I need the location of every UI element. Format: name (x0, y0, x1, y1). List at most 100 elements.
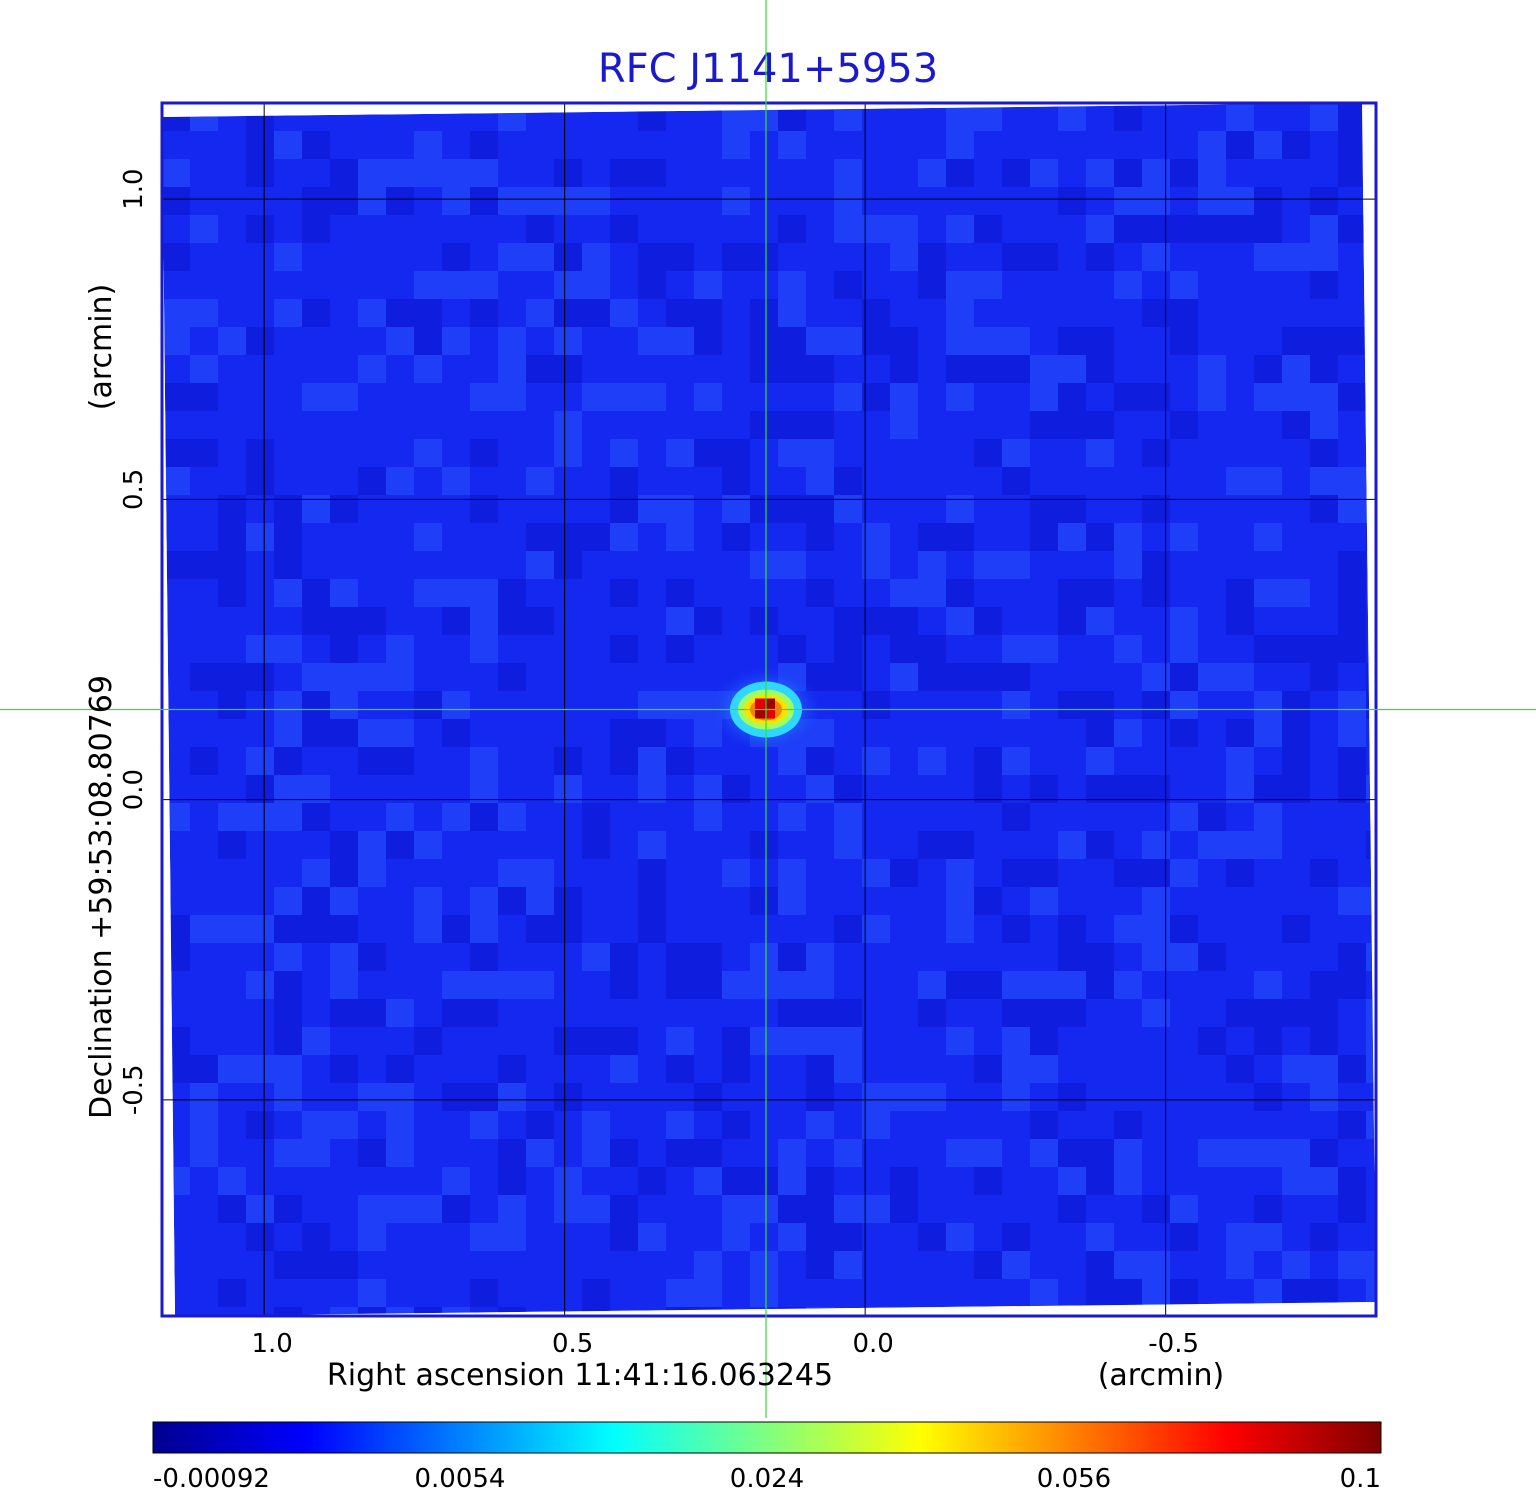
noise-cell (302, 1223, 330, 1251)
noise-cell (1058, 327, 1086, 355)
noise-cell (246, 215, 274, 243)
noise-cell (274, 243, 302, 271)
y-axis-unit: (arcmin) (84, 284, 119, 411)
noise-cell (890, 383, 918, 411)
noise-cell (778, 551, 806, 579)
noise-cell (722, 523, 750, 551)
noise-cell (778, 971, 806, 999)
noise-cell (722, 1055, 750, 1083)
noise-cell (554, 271, 582, 299)
noise-cell (1338, 635, 1366, 663)
noise-cell (722, 243, 750, 271)
noise-cell (498, 579, 526, 607)
noise-cell (806, 579, 834, 607)
noise-cell (246, 663, 274, 691)
noise-cell (1002, 747, 1030, 775)
noise-cell (442, 719, 470, 747)
noise-cell (778, 1223, 806, 1251)
noise-cell (778, 1027, 806, 1055)
noise-cell (890, 663, 918, 691)
noise-cell (162, 187, 190, 215)
crosshair (0, 0, 1536, 1418)
noise-cell (666, 579, 694, 607)
noise-cell (610, 719, 638, 747)
noise-cell (218, 1167, 246, 1195)
noise-cell (918, 1083, 946, 1111)
noise-cell (1030, 1111, 1058, 1139)
noise-cell (190, 1139, 218, 1167)
noise-cell (638, 1223, 666, 1251)
noise-cell (1226, 1055, 1254, 1083)
noise-cell (1086, 943, 1114, 971)
noise-cell (302, 887, 330, 915)
noise-cell (162, 327, 190, 355)
noise-cell (750, 1167, 778, 1195)
noise-cell (1086, 1139, 1114, 1167)
noise-cell (666, 971, 694, 999)
noise-cell (1254, 803, 1282, 831)
noise-cell (414, 523, 442, 551)
noise-cell (806, 327, 834, 355)
noise-cell (274, 971, 302, 999)
noise-cell (470, 383, 498, 411)
noise-cell (274, 523, 302, 551)
noise-cell (358, 187, 386, 215)
noise-cell (918, 999, 946, 1027)
noise-cell (582, 1139, 610, 1167)
noise-cell (666, 439, 694, 467)
noise-cell (722, 1223, 750, 1251)
noise-cell (330, 383, 358, 411)
noise-cell (918, 663, 946, 691)
noise-cell (834, 467, 862, 495)
noise-cell (1002, 327, 1030, 355)
noise-cell (806, 1083, 834, 1111)
noise-cell (218, 915, 246, 943)
noise-cell (862, 383, 890, 411)
noise-cell (666, 327, 694, 355)
noise-cell (722, 1027, 750, 1055)
noise-cell (1226, 747, 1254, 775)
noise-cell (946, 215, 974, 243)
noise-cell (834, 187, 862, 215)
noise-cell (1030, 635, 1058, 663)
noise-cell (778, 1195, 806, 1223)
noise-cell (694, 943, 722, 971)
noise-cell (890, 411, 918, 439)
noise-cell (918, 523, 946, 551)
noise-cell (1310, 1055, 1338, 1083)
noise-cell (246, 439, 274, 467)
noise-cell (1338, 691, 1366, 719)
noise-cell (330, 635, 358, 663)
noise-cell (862, 1083, 890, 1111)
noise-cell (1086, 971, 1114, 999)
noise-cell (358, 831, 386, 859)
noise-cell (554, 1027, 582, 1055)
noise-cell (1030, 411, 1058, 439)
noise-cell (442, 607, 470, 635)
noise-cell (470, 187, 498, 215)
noise-cell (470, 803, 498, 831)
noise-cell (190, 1111, 218, 1139)
noise-cell (1226, 775, 1254, 803)
noise-cell (1226, 215, 1254, 243)
noise-cell (946, 355, 974, 383)
noise-cell (1310, 215, 1338, 243)
noise-cell (666, 1111, 694, 1139)
noise-cell (974, 747, 1002, 775)
noise-cell (610, 1223, 638, 1251)
noise-cell (414, 691, 442, 719)
noise-cell (442, 1307, 470, 1316)
noise-cell (974, 887, 1002, 915)
noise-cell (1170, 159, 1198, 187)
noise-cell (442, 1083, 470, 1111)
noise-cell (190, 1083, 218, 1111)
noise-cell (386, 1083, 414, 1111)
noise-cell (414, 579, 442, 607)
noise-cell (1086, 215, 1114, 243)
source-peak-pixel (754, 708, 765, 719)
noise-cell (1170, 635, 1198, 663)
noise-cell (974, 1055, 1002, 1083)
noise-cell (1254, 1027, 1282, 1055)
noise-cell (470, 943, 498, 971)
noise-cell (1170, 411, 1198, 439)
